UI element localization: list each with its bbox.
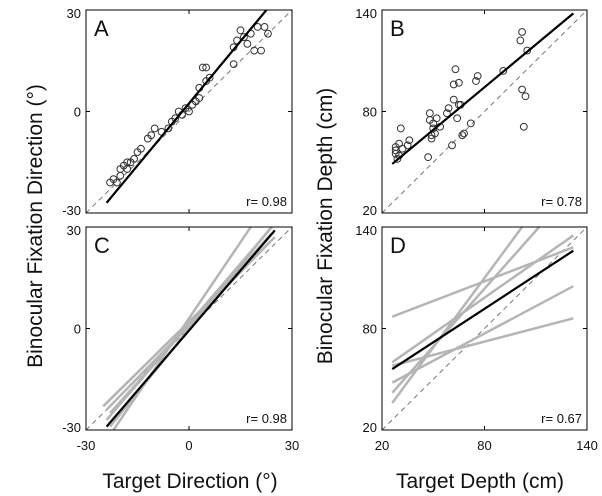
panel-a-plot-area [86, 10, 292, 213]
panel-a-y-tick-label-1: -30 [62, 203, 81, 218]
panel-d-y-tick-label-1: 20 [363, 420, 377, 435]
panel-b-data-point-38 [518, 28, 526, 36]
panel-c-y-tick-label-1: -30 [62, 420, 81, 435]
panel-a-data-point-10 [130, 154, 138, 163]
panel-a: -30 0 30 Ar= 0.98 [62, 6, 293, 218]
panel-a-data-point-3 [113, 178, 121, 187]
panel-b-y-tick-label-3: 140 [355, 6, 377, 21]
panel-d-x-tick-label-3: 140 [576, 438, 598, 453]
panel-a-data-point-35 [236, 26, 245, 35]
y-axis-label-right: Binocular Fixation Depth (cm) [314, 88, 337, 365]
panel-b-data-point-39 [516, 36, 525, 45]
panel-c-y-tick-label-3: 30 [67, 223, 81, 238]
panel-b-y-tick-label-1: 20 [363, 203, 377, 218]
panel-d-x-tick-label-1: 20 [375, 438, 389, 453]
panel-d: 20 80 140 20 80 140 Dr= 0.67 [355, 223, 598, 453]
panel-c-letter: C [94, 233, 110, 258]
panel-b-identity-line [382, 10, 587, 213]
panel-b-letter: B [390, 16, 405, 41]
panel-d-mean-line [391, 249, 574, 371]
panel-b-data-point-9 [403, 141, 412, 150]
panel-a-regression-line [105, 10, 268, 204]
panel-b-data-point-40 [518, 85, 526, 94]
panel-b-y-tick-label-2: 80 [363, 105, 377, 120]
panel-b-data-point-19 [432, 114, 441, 123]
panel-a-y-tick-label-3: 30 [67, 6, 81, 21]
panel-b-regression-line [391, 12, 575, 165]
panel-b-data-point-10 [405, 136, 414, 145]
panel-d-y-tick-label-3: 140 [355, 223, 377, 238]
panel-a-data-point-28 [198, 63, 207, 72]
panel-a-data-point-26 [195, 94, 204, 102]
panel-d-x-tick-label-2: 80 [477, 438, 491, 453]
panel-a-data-point-32 [229, 60, 238, 69]
panel-b-data-point-31 [458, 131, 467, 140]
panel-b-data-point-27 [453, 114, 462, 123]
panel-b-data-point-13 [425, 109, 434, 118]
panel-d-letter: D [390, 233, 406, 258]
panel-b-data-point-41 [519, 122, 528, 131]
panel-b-data-point-29 [454, 78, 463, 87]
panel-b-data-point-23 [448, 141, 456, 150]
panel-b-data-point-11 [424, 153, 433, 162]
panel-a-y-tick-label-2: 0 [74, 105, 81, 120]
panels: -30 0 30 Ar= 0.98 20 80 140 Br= 0.78 -30 0 30 -30 0 3… [62, 6, 598, 453]
panel-c-x-tick-label-1: -30 [77, 438, 96, 453]
panel-b-data-point-21 [443, 109, 451, 118]
panel-b-data-point-36 [499, 67, 508, 75]
panel-b-data-point-24 [449, 95, 458, 104]
panel-b: 20 80 140 Br= 0.78 [355, 6, 588, 218]
panel-d-identity-line [382, 227, 587, 430]
panel-a-data-point-41 [257, 46, 266, 55]
panel-a-data-point-8 [123, 165, 132, 173]
panel-a-correlation-label: r= 0.98 [246, 194, 287, 209]
panel-a-data-point-31 [205, 73, 214, 82]
panel-b-data-point-42 [521, 92, 530, 101]
panel-a-data-point-17 [164, 124, 173, 133]
panel-d-subject-line-2 [391, 234, 575, 364]
panel-d-y-tick-label-2: 80 [363, 322, 377, 337]
panel-a-data-point-43 [264, 29, 272, 38]
panel-a-data-point-36 [240, 33, 248, 41]
panel-a-data-point-23 [185, 107, 193, 116]
panel-d-subject-line-5 [391, 227, 541, 394]
panel-a-data-point-42 [260, 23, 269, 31]
panel-a-data-point-14 [147, 131, 156, 140]
panel-b-plot-area [382, 10, 587, 213]
panel-a-data-point-12 [137, 144, 145, 153]
panel-c-correlation-label: r= 0.98 [246, 411, 287, 426]
panel-d-correlation-label: r= 0.67 [541, 411, 582, 426]
panel-b-data-point-43 [523, 46, 532, 55]
y-axis-label-left: Binocular Fixation Direction (°) [24, 84, 47, 368]
x-axis-label-left: Target Direction (°) [102, 470, 277, 493]
panel-b-data-point-32 [460, 129, 468, 138]
panel-b-data-point-18 [431, 129, 439, 138]
panel-b-data-point-25 [449, 80, 458, 89]
panel-b-data-point-22 [444, 104, 453, 113]
panel-b-data-point-7 [396, 124, 405, 133]
panel-c-x-tick-label-2: 0 [185, 438, 192, 453]
panel-b-data-point-35 [473, 72, 482, 80]
panel-b-data-point-34 [472, 77, 480, 85]
panel-c-plot-area [86, 227, 292, 430]
panel-b-data-point-26 [451, 65, 460, 74]
panel-a-data-point-37 [243, 39, 252, 48]
panel-d-plot-area [382, 227, 587, 430]
panel-c: -30 0 30 -30 0 30 Cr= 0.98 [62, 223, 299, 453]
panel-d-subject-line-4 [391, 285, 574, 384]
panel-b-correlation-label: r= 0.78 [541, 194, 582, 209]
panel-c-mean-line [105, 229, 276, 428]
panel-a-data-point-15 [150, 124, 159, 133]
panel-a-data-point-29 [202, 63, 211, 72]
panel-c-subject-line-7 [105, 236, 276, 404]
panel-d-subject-line-6 [391, 227, 524, 404]
panel-c-y-tick-label-2: 0 [74, 322, 81, 337]
panel-a-letter: A [94, 16, 109, 41]
x-axis-label-right: Target Depth (cm) [396, 470, 564, 493]
panel-b-data-point-33 [466, 119, 475, 128]
panel-c-x-tick-label-3: 30 [285, 438, 299, 453]
